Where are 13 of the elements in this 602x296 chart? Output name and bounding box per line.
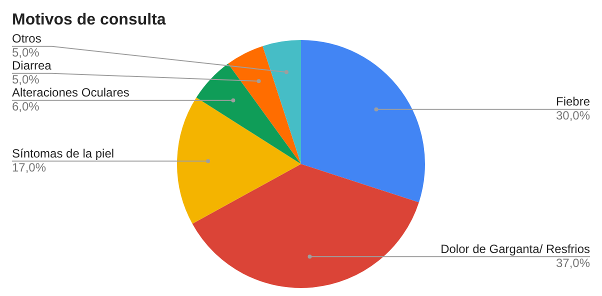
data-label: 5,0%: [12, 72, 40, 87]
slice-label: Dolor de Garganta/ Resfrios: [440, 242, 590, 256]
slice-label: Diarrea: [12, 58, 52, 73]
slice-label: Fiebre: [556, 94, 590, 109]
data-label: 37,0%: [556, 256, 590, 270]
slice-label: Síntomas de la piel: [12, 146, 114, 160]
data-label: 17,0%: [12, 160, 46, 174]
slice-label: Alteraciones Oculares: [12, 86, 130, 100]
data-label: 30,0%: [556, 108, 590, 123]
chart-title: Motivos de consulta: [12, 11, 166, 28]
slice-label: Otros: [12, 32, 42, 46]
data-label: 5,0%: [12, 46, 40, 60]
data-label: 6,0%: [12, 100, 40, 114]
